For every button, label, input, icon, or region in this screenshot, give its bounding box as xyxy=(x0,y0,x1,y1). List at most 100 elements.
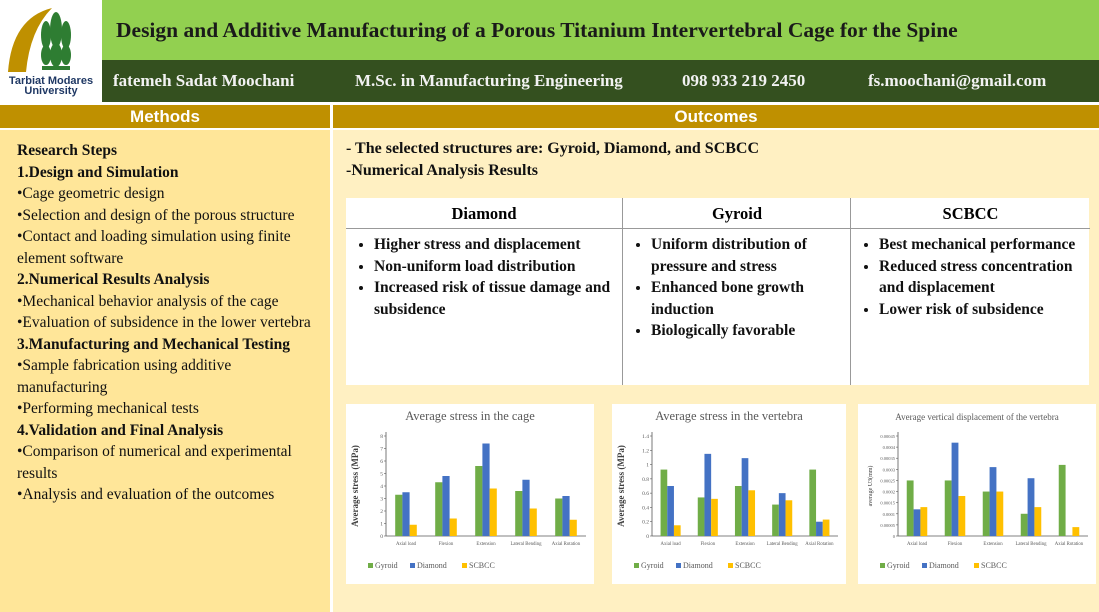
y-tick-label: 0 xyxy=(646,534,649,540)
method-item: Research Steps xyxy=(17,142,118,159)
y-tick-label: 0 xyxy=(893,534,896,539)
legend-swatch xyxy=(410,563,415,568)
method-list: Research Steps 1.Design and Simulation •Ca… xyxy=(17,140,322,506)
method-item: •Selection and design of the porous stru… xyxy=(17,206,295,224)
bar xyxy=(1072,527,1080,536)
method-item: •Sample fabrication using additive manuf… xyxy=(17,357,232,396)
bar xyxy=(395,494,403,536)
x-tick-label: Axial load xyxy=(396,542,417,547)
table-column: Diamond Higher stress and displacementNon… xyxy=(346,198,622,385)
bullet-item: Lower risk of subsidence xyxy=(879,299,1090,321)
y-tick-label: 0.00035 xyxy=(880,456,895,461)
bar xyxy=(741,458,749,536)
x-tick-label: Axial load xyxy=(907,542,928,547)
legend-swatch xyxy=(634,563,639,568)
bullet-item: Higher stress and displacement xyxy=(374,234,622,256)
x-tick-label: Axial Rotation xyxy=(552,542,581,547)
x-tick-label: Lateral Bending xyxy=(767,542,799,547)
bar xyxy=(748,490,756,536)
legend-swatch xyxy=(462,563,467,568)
bar xyxy=(996,491,1004,536)
legend-label: Gyroid xyxy=(375,561,398,570)
logo-text: Tarbiat Modares xyxy=(8,75,94,87)
y-tick-label: 0.6 xyxy=(642,491,649,497)
legend-label: Gyroid xyxy=(887,561,910,570)
methods-panel: Research Steps 1.Design and Simulation •Ca… xyxy=(0,130,330,612)
x-tick-label: Lateral Bending xyxy=(1015,542,1047,547)
y-tick-label: 0.2 xyxy=(642,520,649,526)
bar xyxy=(402,492,410,536)
y-tick-label: 6 xyxy=(380,459,383,465)
phone: 098 933 219 2450 xyxy=(682,71,806,90)
y-tick-label: 0.4 xyxy=(642,505,649,511)
email: fs.moochani@gmail.com xyxy=(868,71,1047,90)
bar xyxy=(555,498,563,536)
bar xyxy=(734,486,742,536)
bar xyxy=(409,524,417,536)
y-tick-label: 1.2 xyxy=(642,448,649,454)
table-column: Gyroid Uniform distribution of pressure a… xyxy=(622,198,851,385)
column-header: Diamond xyxy=(346,198,622,229)
x-tick-label: Flexion xyxy=(439,542,454,547)
bar xyxy=(951,442,959,536)
x-tick-label: Axial load xyxy=(661,542,682,547)
method-item: 1.Design and Simulation xyxy=(17,163,179,181)
chart-title: Average stress in the cage xyxy=(405,409,535,423)
bar xyxy=(667,486,674,536)
legend-label: SCBCC xyxy=(469,561,495,570)
bar xyxy=(822,519,830,536)
x-tick-label: Flexion xyxy=(700,542,715,547)
y-tick-label: 0.00015 xyxy=(880,501,895,506)
table-column: SCBCC Best mechanical performanceReduced … xyxy=(850,198,1090,385)
bar xyxy=(1058,464,1066,536)
x-tick-label: Lateral Bending xyxy=(510,542,542,547)
bar xyxy=(809,469,817,536)
bullet-item: Increased risk of tissue damage and subs… xyxy=(374,277,622,320)
y-tick-label: 4 xyxy=(380,484,383,490)
x-tick-label: Extension xyxy=(476,542,496,547)
y-tick-label: 0.00045 xyxy=(880,434,895,439)
legend-swatch xyxy=(676,563,681,568)
x-tick-label: Extension xyxy=(735,542,755,547)
y-tick-label: 0.0002 xyxy=(883,490,895,495)
y-tick-label: 0.00005 xyxy=(880,523,895,528)
legend-swatch xyxy=(728,563,733,568)
intro-line: -Numerical Analysis Results xyxy=(346,162,538,179)
legend-label: SCBCC xyxy=(735,561,761,570)
bar xyxy=(816,521,823,536)
bar xyxy=(1027,478,1035,536)
bar xyxy=(489,488,497,536)
bullet-item: Enhanced bone growth induction xyxy=(651,277,851,320)
bar xyxy=(989,467,997,536)
method-item: •Comparison of numerical and experimenta… xyxy=(17,443,292,482)
bar xyxy=(944,480,952,536)
legend-swatch xyxy=(974,563,979,568)
y-tick-label: 0.00025 xyxy=(880,478,895,483)
legend-label: SCBCC xyxy=(981,561,1007,570)
chart-box: Average vertical displacement of the ver… xyxy=(858,404,1096,584)
comparison-table: Diamond Higher stress and displacementNon… xyxy=(346,198,1090,385)
bar xyxy=(1020,513,1028,536)
bar xyxy=(982,491,990,536)
chart-box: Average stress in the cage Average stress… xyxy=(346,404,594,584)
section-heading: Methods xyxy=(0,105,330,128)
y-axis-label: Average stress (MPa) xyxy=(350,445,360,527)
bar xyxy=(562,496,570,536)
chart-title: Average stress in the vertebra xyxy=(655,409,803,423)
y-tick-label: 8 xyxy=(380,434,383,440)
logo: Tarbiat Modares University xyxy=(0,0,102,102)
bullet-item: Reduced stress concentration and displac… xyxy=(879,256,1090,299)
bar xyxy=(515,491,523,536)
y-tick-label: 0.0004 xyxy=(883,445,896,450)
bar xyxy=(913,509,921,536)
bar xyxy=(697,497,705,536)
bar xyxy=(958,496,966,536)
method-item: •Cage geometric design xyxy=(17,185,165,202)
chart-title: Average vertical displacement of the ver… xyxy=(895,412,1059,422)
bar xyxy=(482,443,490,536)
bar xyxy=(704,453,712,536)
bar xyxy=(778,493,786,536)
section-heading: Outcomes xyxy=(333,105,1099,128)
chart: Average stress in the vertebra Average st… xyxy=(616,409,838,570)
